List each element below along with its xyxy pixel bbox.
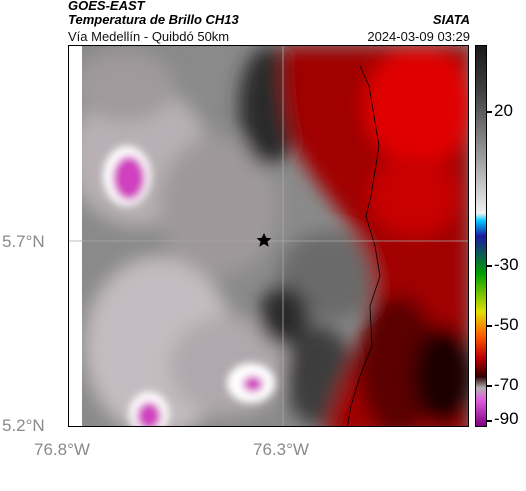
lat-label-5-7: 5.7°N — [2, 232, 45, 251]
lon-label-76-8: 76.8°W — [34, 440, 90, 459]
star-icon — [256, 233, 272, 247]
route-label: Vía Medellín - Quibdó 50km — [68, 29, 230, 44]
map-subtitle: Temperatura de Brillo CH13 — [68, 12, 239, 27]
lat-label-5-2: 5.2°N — [2, 416, 45, 435]
colorbar-label-minus-70: -70 — [494, 375, 519, 394]
map-title: GOES-EAST — [68, 0, 145, 13]
colorbar-tick — [487, 111, 492, 113]
temperature-colorbar — [475, 45, 487, 427]
colorbar-label-20: 20 — [494, 101, 513, 120]
colorbar-tick — [487, 420, 492, 422]
colorbar-tick — [487, 385, 492, 387]
organization-label: SIATA — [432, 12, 470, 27]
lon-label-76-3: 76.3°W — [253, 440, 309, 459]
colorbar-label-minus-90: -90 — [494, 409, 519, 428]
datetime-label: 2024-03-09 03:29 — [367, 29, 470, 44]
brightness-temperature-field — [69, 46, 468, 426]
colorbar-label-minus-30: -30 — [494, 255, 519, 274]
colorbar-label-minus-50: -50 — [494, 315, 519, 334]
border-line — [346, 65, 381, 426]
colorbar-tick — [487, 325, 492, 327]
colorbar-tick — [487, 265, 492, 267]
satellite-map[interactable] — [68, 45, 469, 427]
